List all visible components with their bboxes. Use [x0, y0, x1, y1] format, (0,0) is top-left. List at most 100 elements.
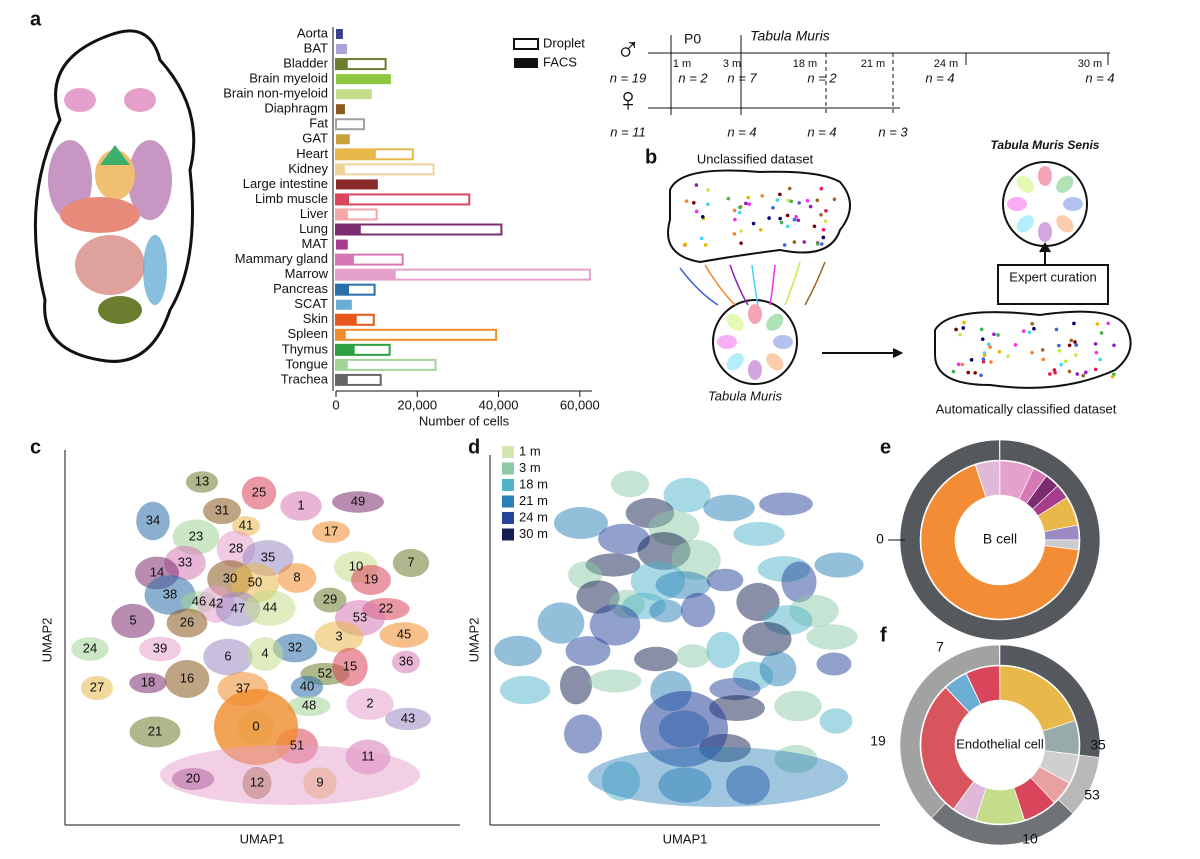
- cell-dot: [958, 332, 962, 337]
- cell-dot: [684, 199, 689, 203]
- arrow: [804, 261, 826, 306]
- cell-dot: [778, 216, 782, 221]
- cell-dot: [1073, 340, 1077, 344]
- y-axis-label: UMAP2: [39, 618, 54, 663]
- cell-dot: [1021, 329, 1026, 333]
- cell-dot: [819, 242, 824, 246]
- category-label: Trachea: [281, 371, 329, 386]
- cell-dot: [739, 241, 743, 245]
- umap-cluster: [129, 672, 167, 694]
- cluster-label: 53: [353, 609, 367, 624]
- cluster-label: 3: [335, 628, 342, 643]
- bar-facs: [336, 359, 348, 370]
- cell-dot: [706, 202, 710, 207]
- umap-density: [589, 604, 641, 646]
- cell-dot: [815, 198, 820, 203]
- cluster-label: 12: [250, 774, 264, 789]
- cluster-label: 17: [324, 523, 338, 538]
- category-label: Limb muscle: [255, 191, 328, 206]
- cell-dot: [785, 224, 790, 229]
- cell-dot: [700, 215, 705, 219]
- donut-center: B cell: [983, 531, 1017, 547]
- cell-dot: [981, 359, 986, 364]
- timeline-label: 21 m: [861, 58, 885, 70]
- cell-dot: [732, 232, 737, 236]
- cell-dot: [694, 183, 699, 187]
- arrow: [784, 261, 801, 306]
- umap-cluster: [138, 636, 182, 662]
- cluster-label: 50: [248, 574, 262, 589]
- cell-dot: [980, 337, 985, 341]
- bar-facs: [336, 164, 345, 175]
- female-count: n = 4: [807, 124, 836, 139]
- cell-dot: [1072, 321, 1076, 326]
- cluster-oval: [1038, 222, 1052, 242]
- cell-dot: [1048, 372, 1052, 376]
- cluster-oval: [726, 353, 744, 371]
- category-label: Diaphragm: [264, 101, 328, 116]
- cell-dot: [1041, 357, 1046, 362]
- category-label: GAT: [302, 131, 328, 146]
- umap-cluster: [71, 637, 109, 661]
- cell-dot: [1093, 342, 1098, 346]
- timeline-label: 18 m: [793, 58, 817, 70]
- cell-dot: [821, 235, 826, 240]
- cell-dot: [832, 197, 837, 202]
- cluster-label: 31: [215, 502, 229, 517]
- bar-facs: [336, 74, 391, 85]
- umap-cluster: [287, 695, 331, 717]
- x-axis-label: UMAP1: [663, 831, 708, 846]
- category-label: Fat: [309, 116, 328, 131]
- umap-cluster: [129, 716, 181, 748]
- timeline-label: P0: [684, 31, 701, 47]
- cluster-oval: [748, 360, 762, 380]
- cluster-oval: [1007, 197, 1027, 211]
- cell-dot: [812, 224, 817, 229]
- cluster-oval: [1016, 175, 1034, 193]
- bar-facs: [336, 284, 350, 295]
- umap-density: [733, 521, 785, 547]
- cell-dot: [1110, 374, 1115, 379]
- umap-density: [819, 708, 853, 734]
- cluster-label: 26: [180, 614, 194, 629]
- category-label: Aorta: [297, 25, 329, 40]
- umap-density: [499, 675, 551, 705]
- cluster-label: 37: [236, 680, 250, 695]
- legend-swatch: [502, 446, 514, 458]
- cluster-oval: [773, 335, 793, 349]
- timeline-label: 30 m: [1078, 58, 1102, 70]
- cluster-label: 7: [407, 554, 414, 569]
- category-label: Pancreas: [273, 281, 328, 296]
- legend-label: 30 m: [519, 526, 548, 541]
- cell-dot: [988, 345, 992, 349]
- cell-dot: [1075, 372, 1080, 376]
- umap-cluster: [241, 476, 277, 510]
- umap-cluster: [332, 647, 368, 687]
- cell-dot: [815, 242, 820, 246]
- umap-density: [559, 665, 593, 705]
- cluster-label: 11: [361, 748, 375, 763]
- bar-facs: [336, 194, 350, 205]
- umap-cluster: [203, 638, 253, 676]
- bar-facs: [336, 104, 345, 115]
- umap-cluster: [332, 491, 384, 513]
- panel-label: d: [468, 436, 480, 458]
- cell-dot: [1098, 357, 1102, 362]
- cluster-label: 41: [239, 517, 253, 532]
- cluster-label: 6: [224, 648, 231, 663]
- category-label: Large intestine: [243, 176, 328, 191]
- male-count: n = 7: [727, 70, 757, 85]
- cell-dot: [1030, 322, 1035, 326]
- donut-label: 0: [876, 531, 884, 547]
- umap-cluster: [290, 675, 324, 699]
- bar-facs: [336, 299, 352, 310]
- cell-dot: [1027, 330, 1032, 335]
- arrow: [704, 264, 736, 306]
- umap-density: [774, 690, 822, 722]
- x-axis-label: Number of cells: [419, 413, 510, 428]
- umap-cluster: [384, 707, 432, 731]
- bar-droplet: [335, 328, 498, 341]
- cluster-label: 8: [293, 569, 300, 584]
- umap-cluster: [272, 633, 318, 663]
- umap-density: [781, 561, 817, 603]
